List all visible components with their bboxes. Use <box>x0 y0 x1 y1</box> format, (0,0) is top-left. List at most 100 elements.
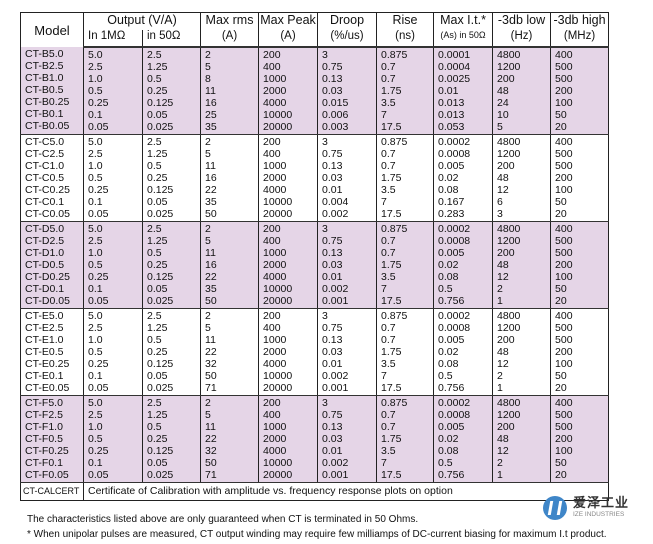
cell-max-rms: 2 5 11 16 22 35 50 <box>200 134 260 222</box>
3db-high-value: 50 <box>555 196 567 208</box>
max-it-value: 0.5 <box>438 457 453 469</box>
max-it-value: 0.756 <box>438 469 465 481</box>
droop-value: 0.01 <box>322 271 343 283</box>
3db-high-value: 50 <box>555 109 567 121</box>
cell-max-rms: 2 5 11 16 22 35 50 <box>200 221 260 309</box>
3db-low-value: 12 <box>497 271 509 283</box>
out-50-value: 0.025 <box>147 208 174 220</box>
3db-low-value: 48 <box>497 172 509 184</box>
out-1m-value: 0.25 <box>88 271 109 283</box>
out-50-value: 0.25 <box>147 433 168 445</box>
cell-out-50: 2.5 1.25 0.5 0.25 0.125 0.05 0.025 <box>141 308 202 396</box>
3db-high-value: 500 <box>555 235 573 247</box>
max-peak-value: 2000 <box>263 172 287 184</box>
max-rms-value: 5 <box>205 61 211 73</box>
droop-value: 0.75 <box>322 235 343 247</box>
max-rms-value: 71 <box>205 469 217 481</box>
rise-value: 7 <box>381 370 387 382</box>
droop-value: 3 <box>322 397 328 409</box>
cell-model: CT-B5.0 CT-B2.5 CT-B1.0 CT-B0.5 CT-B0.25 CT-B… <box>20 47 84 135</box>
cell-out-50: 2.5 1.25 0.5 0.25 0.125 0.05 0.025 <box>141 395 202 483</box>
cell-max-peak: 200 400 1000 2000 4000 10000 20000 <box>258 221 319 309</box>
max-rms-value: 50 <box>205 370 217 382</box>
max-peak-value: 4000 <box>263 184 287 196</box>
cell-droop: 3 0.75 0.13 0.03 0.01 0.002 0.001 <box>317 395 378 483</box>
max-it-value: 0.08 <box>438 358 459 370</box>
cell-out-1m: 5.0 2.5 1.0 0.5 0.25 0.1 0.05 <box>83 47 143 135</box>
droop-value: 0.006 <box>322 109 349 121</box>
rise-value: 3.5 <box>381 97 396 109</box>
max-rms-value: 35 <box>205 196 217 208</box>
cell-3db-low: 4800 1200 200 48 24 10 5 <box>492 47 552 135</box>
max-peak-value: 1000 <box>263 421 287 433</box>
cell-max-peak: 200 400 1000 2000 4000 10000 20000 <box>258 395 319 483</box>
model-value: CT-D5.0 <box>25 223 65 235</box>
droop-value: 0.13 <box>322 334 343 346</box>
model-value: CT-C5.0 <box>25 136 65 148</box>
model-value: CT-E1.0 <box>25 334 64 346</box>
model-value: CT-B0.1 <box>25 108 64 120</box>
header-3db-low-unit: (Hz) <box>492 30 552 48</box>
rise-value: 0.7 <box>381 235 396 247</box>
3db-high-value: 100 <box>555 358 573 370</box>
max-peak-value: 400 <box>263 235 281 247</box>
out-50-value: 0.05 <box>147 109 168 121</box>
out-1m-value: 1.0 <box>88 334 103 346</box>
max-peak-value: 10000 <box>263 283 293 295</box>
max-rms-value: 11 <box>205 421 216 433</box>
out-50-value: 2.5 <box>147 49 162 61</box>
max-it-value: 0.005 <box>438 421 465 433</box>
header-rise-unit: (ns) <box>376 30 435 48</box>
3db-low-value: 1 <box>497 295 503 307</box>
max-it-value: 0.0001 <box>438 49 471 61</box>
3db-high-value: 500 <box>555 61 573 73</box>
header-max-peak-unit: (A) <box>258 30 319 48</box>
table-row: CT-F5.0 CT-F2.5 CT-F1.0 CT-F0.5 CT-F0.25 CT-F… <box>20 395 610 483</box>
rise-value: 0.7 <box>381 61 396 73</box>
cell-out-1m: 5.0 2.5 1.0 0.5 0.25 0.1 0.05 <box>83 221 143 309</box>
rise-value: 0.7 <box>381 160 396 172</box>
max-peak-value: 1000 <box>263 334 287 346</box>
max-rms-value: 16 <box>205 172 217 184</box>
model-value: CT-E2.5 <box>25 322 64 334</box>
out-1m-value: 1.0 <box>88 73 103 85</box>
rise-value: 1.75 <box>381 433 402 445</box>
max-peak-value: 4000 <box>263 358 287 370</box>
out-50-value: 2.5 <box>147 223 162 235</box>
rise-value: 0.7 <box>381 322 396 334</box>
max-rms-value: 11 <box>205 334 216 346</box>
rise-value: 3.5 <box>381 445 396 457</box>
cell-3db-low: 4800 1200 200 48 12 6 3 <box>492 134 552 222</box>
max-rms-value: 50 <box>205 208 217 220</box>
cert-row: CT-CALCERT Certificate of Calibration wi… <box>20 482 610 501</box>
out-50-value: 0.125 <box>147 358 174 370</box>
3db-low-value: 1 <box>497 469 503 481</box>
max-rms-value: 2 <box>205 310 211 322</box>
max-peak-value: 10000 <box>263 370 293 382</box>
cell-max-it: 0.0002 0.0008 0.005 0.02 0.08 0.5 0.756 <box>433 395 494 483</box>
3db-high-value: 20 <box>555 382 567 394</box>
out-50-value: 0.125 <box>147 271 174 283</box>
max-rms-value: 32 <box>205 445 217 457</box>
max-peak-value: 1000 <box>263 160 287 172</box>
max-peak-value: 10000 <box>263 457 293 469</box>
cell-3db-high: 400 500 500 200 100 50 20 <box>550 47 610 135</box>
out-50-value: 2.5 <box>147 397 162 409</box>
rise-value: 17.5 <box>381 295 402 307</box>
header-max-it: Max I.t.* <box>433 12 494 30</box>
model-value: CT-F0.5 <box>25 433 63 445</box>
droop-value: 0.003 <box>322 121 349 133</box>
max-rms-value: 5 <box>205 322 211 334</box>
max-rms-value: 16 <box>205 259 217 271</box>
out-50-value: 0.05 <box>147 370 168 382</box>
max-peak-value: 4000 <box>263 97 287 109</box>
out-1m-value: 0.1 <box>88 370 103 382</box>
rise-value: 0.875 <box>381 397 408 409</box>
max-peak-value: 20000 <box>263 469 293 481</box>
table-row: CT-E5.0 CT-E2.5 CT-E1.0 CT-E0.5 CT-E0.25 CT-E… <box>20 308 610 396</box>
model-value: CT-C0.25 <box>25 184 70 196</box>
3db-high-value: 500 <box>555 322 573 334</box>
rise-value: 0.875 <box>381 310 408 322</box>
3db-high-value: 50 <box>555 283 567 295</box>
droop-value: 0.13 <box>322 73 343 85</box>
